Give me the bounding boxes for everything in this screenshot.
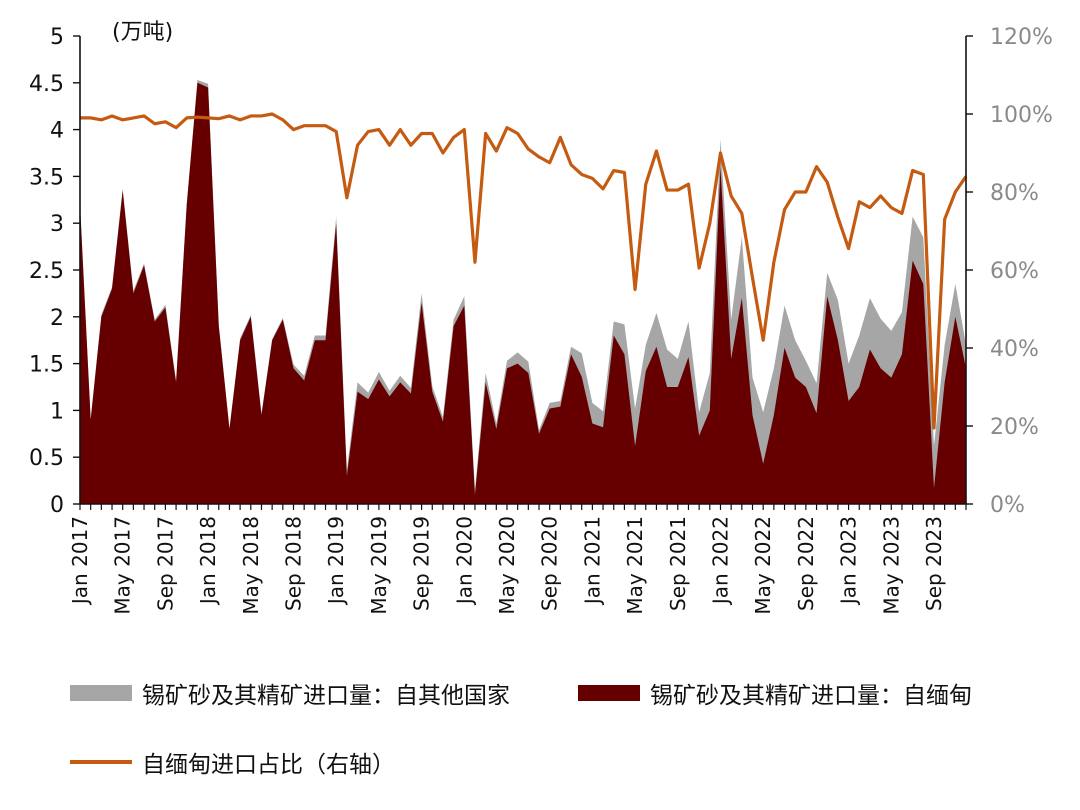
y2-tick-label: 40% <box>990 337 1039 362</box>
x-tick-label: Sep 2018 <box>281 516 305 611</box>
y-tick-label: 5 <box>50 25 64 50</box>
legend-label-myanmar-share: 自缅甸进口占比（右轴） <box>142 752 395 778</box>
y2-tick-label: 0% <box>990 493 1025 518</box>
legend-item-other-countries: 锡矿砂及其精矿进口量：自其他国家 <box>70 676 510 710</box>
x-tick-label: Jan 2023 <box>837 516 861 606</box>
y2-tick-label: 80% <box>990 181 1039 206</box>
legend-swatch-myanmar-share <box>70 760 132 764</box>
y-tick-label: 2.5 <box>29 259 64 284</box>
area-layer <box>80 79 966 505</box>
x-tick-label: Sep 2019 <box>410 516 434 611</box>
line-layer <box>80 112 968 430</box>
x-tick-label: May 2017 <box>111 516 135 615</box>
series-area-myanmar <box>80 82 966 505</box>
x-tick-label: Jan 2022 <box>708 516 732 606</box>
legend-label-myanmar: 锡矿砂及其精矿进口量：自缅甸 <box>650 683 972 709</box>
x-tick-label: Jan 2021 <box>580 516 604 606</box>
y-tick-label: 3.5 <box>29 165 64 190</box>
legend-swatch-myanmar <box>578 685 640 701</box>
y-tick-label: 1 <box>50 399 64 424</box>
y2-tick-label: 100% <box>990 103 1053 128</box>
legend-item-myanmar: 锡矿砂及其精矿进口量：自缅甸 <box>578 676 972 710</box>
y2-tick-label: 20% <box>990 415 1039 440</box>
series-line-myanmar-share <box>80 112 968 430</box>
x-tick-label: May 2018 <box>239 516 263 615</box>
x-tick-label: Sep 2017 <box>153 516 177 611</box>
legend-swatch-other-countries <box>70 685 132 701</box>
x-tick-label: Sep 2022 <box>794 516 818 611</box>
legend-label-other-countries: 锡矿砂及其精矿进口量：自其他国家 <box>142 683 510 709</box>
x-tick-label: Sep 2021 <box>666 516 690 611</box>
chart-canvas: 0 0.5 1 1.5 2 2.5 3 3.5 4 4.5 5 0% 20% 40% 60% 80% 100% 1… <box>29 20 1053 615</box>
y-tick-label: 2 <box>50 306 64 331</box>
x-tick-label: May 2021 <box>623 516 647 615</box>
axis-layer: 0 0.5 1 1.5 2 2.5 3 3.5 4 4.5 5 0% 20% 40% 60% 80% 100% 1… <box>29 25 1053 615</box>
y-tick-label: 0.5 <box>29 446 64 471</box>
x-tick-label: May 2020 <box>495 516 519 615</box>
x-tick-label: Sep 2023 <box>922 516 946 611</box>
y-tick-label: 0 <box>50 493 64 518</box>
legend-item-myanmar-share: 自缅甸进口占比（右轴） <box>70 745 395 779</box>
x-tick-label: May 2022 <box>751 516 775 615</box>
x-tick-label: Jan 2019 <box>324 516 348 606</box>
y-tick-label: 3 <box>50 212 64 237</box>
y2-tick-label: 120% <box>990 25 1053 50</box>
x-tick-label: Jan 2017 <box>68 516 92 606</box>
x-tick-label: Sep 2020 <box>538 516 562 611</box>
y-tick-label: 4 <box>50 119 64 144</box>
x-tick-label: Jan 2020 <box>452 516 476 606</box>
y2-tick-label: 60% <box>990 259 1039 284</box>
x-tick-label: Jan 2018 <box>196 516 220 606</box>
x-tick-label: May 2019 <box>367 516 391 615</box>
y-tick-label: 4.5 <box>29 72 64 97</box>
x-tick-label: May 2023 <box>879 516 903 615</box>
y-tick-label: 1.5 <box>29 353 64 378</box>
y-axis-unit-label: (万吨) <box>112 20 173 45</box>
